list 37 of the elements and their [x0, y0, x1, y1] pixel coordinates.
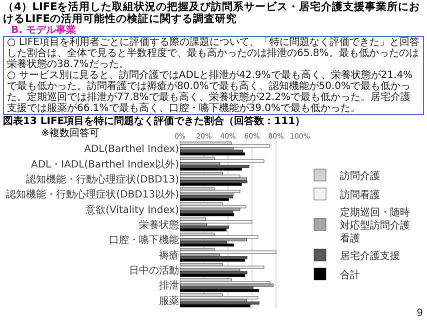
bar — [180, 195, 234, 198]
y-tick-label: 意欲(Vitality Index) — [84, 204, 180, 216]
bar — [180, 266, 264, 269]
bar — [180, 274, 246, 277]
text: 9 — [416, 308, 423, 319]
y-tick-label: 認知機能・行動心理症状(DBD13以外) — [6, 188, 180, 201]
legend-label: 訪問看護 — [340, 188, 380, 201]
bar — [180, 220, 252, 224]
y-tick-label: 栄養状態 — [139, 219, 179, 231]
legend-label: 訪問介護 — [340, 170, 380, 182]
text: B. モデル事業 — [11, 25, 77, 36]
y-tick-label: ADL(Barthel Index) — [84, 144, 180, 156]
bar — [180, 213, 234, 216]
y-tick-label: 排泄 — [159, 280, 179, 292]
legend-label: 定期巡回・随時対応型訪問介護看護 — [340, 206, 410, 244]
bar — [180, 198, 229, 202]
bar — [180, 258, 246, 262]
y-tick-label: 認知機能・行動心理症状(DBD13) — [26, 173, 180, 186]
y-tick-label: 褥瘡 — [159, 249, 179, 262]
legend-label: 居宅介護支援 — [340, 250, 400, 262]
bar — [180, 228, 227, 232]
text: ○ LIFE項目を利用者ごとに評価する際の課題について、「特に問題なく評価できた」と回答した割合は、全体で見ると半数程度で、最も高かったのは排泄の65.8%。最も低かったのは栄養状態の38.7%だった。 — [7, 37, 420, 70]
bar — [180, 243, 234, 247]
bar — [180, 152, 246, 156]
bar — [180, 150, 244, 153]
y-tick-label: 日中の活動 — [129, 264, 179, 277]
y-tick-label: ADL・IADL(Barthel Index以外) — [31, 158, 180, 170]
bar — [180, 160, 264, 163]
y-tick-label: 服薬 — [159, 294, 179, 307]
text: ※複数回答可 — [41, 127, 100, 139]
bar — [180, 289, 260, 292]
chart-title: （4）LIFEを活用した取組状況の把握及び訪問系サービス・居宅介護支援事業所におけるLIFEの活用可能性の検証に関する調査研究 — [3, 1, 422, 25]
bar — [180, 250, 276, 254]
legend-label: 合計 — [340, 268, 360, 281]
text: ○ サービス別に見ると、訪問介護ではADLと排泄が42.9%で最も高く、栄養状態が21.4%で最も低かった。訪問看護では褥瘡が80.0%で最も高く、認知機能が50.0%で最も低かった。定期巡回では排泄が77.8%で最も高く、栄養状態が22.2%で最も低かった。居宅介護支援では服薬が66.1%で最も高く、口腔・嚥下機能が39.0%で最も低かった。 — [7, 70, 414, 114]
text: 図表13 LIFE項目を特に問題なく評価できた割合（回答数：111） — [3, 116, 306, 127]
y-tick-label: 口腔・嚥下機能 — [109, 234, 179, 246]
